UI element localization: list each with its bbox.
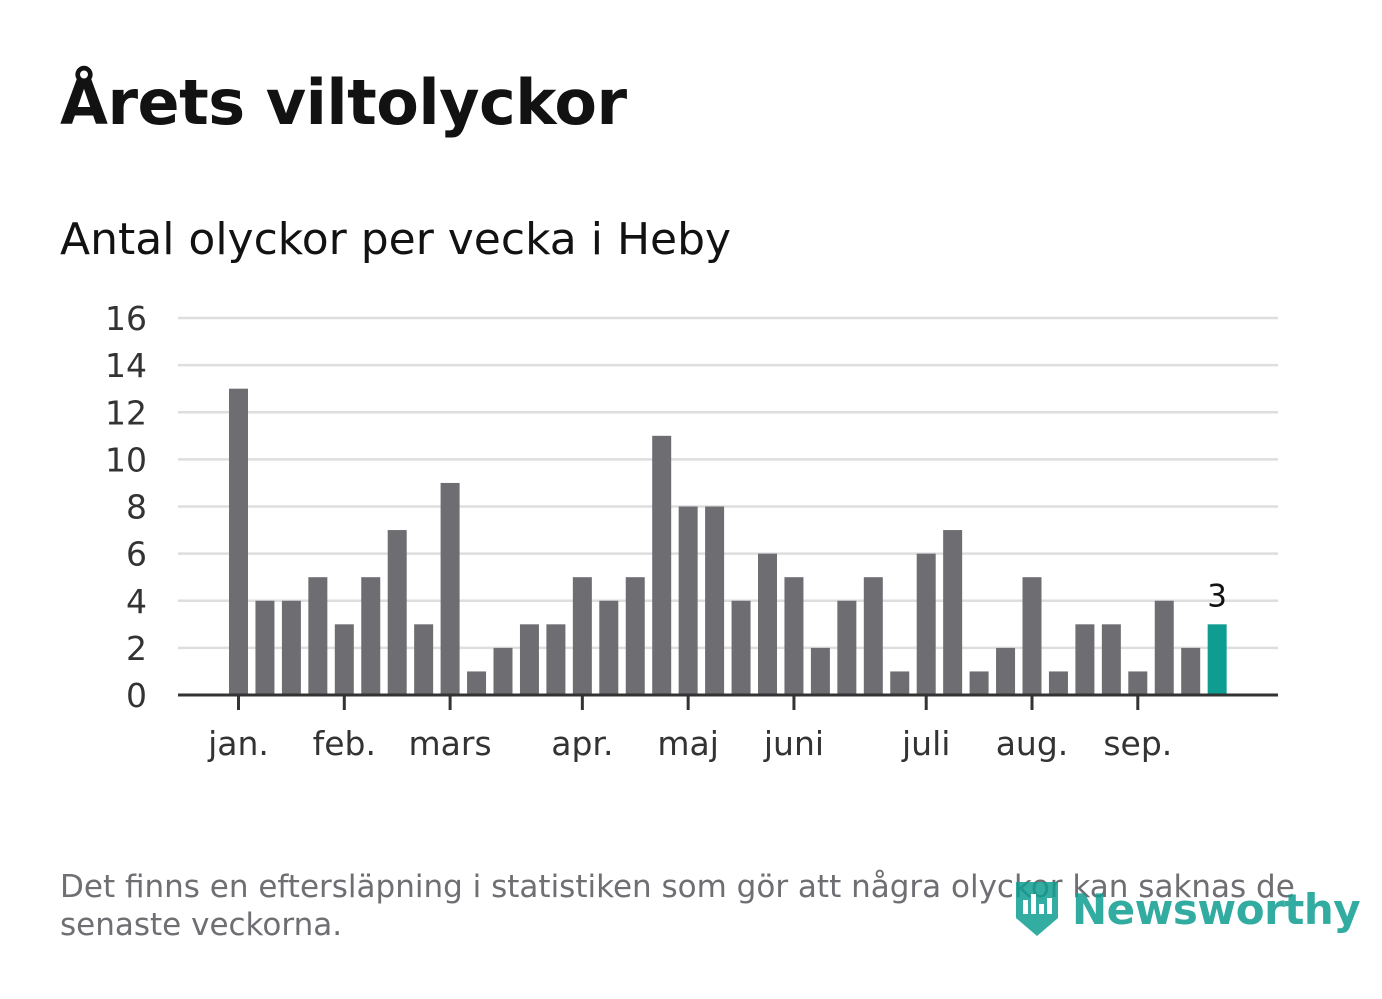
y-tick-label: 16 (105, 299, 147, 338)
bar (1181, 647, 1201, 695)
bar (758, 553, 777, 695)
x-tick-label: feb. (313, 724, 376, 763)
bar (652, 435, 672, 695)
bar (837, 600, 857, 695)
y-tick-label: 4 (126, 582, 147, 621)
bar (334, 624, 354, 695)
highlight-value-label: 3 (1207, 578, 1227, 614)
bar (546, 624, 566, 695)
bar (1154, 600, 1174, 695)
y-tick-label: 10 (105, 440, 147, 479)
bar (572, 577, 592, 695)
bar (1207, 624, 1227, 695)
x-tick-label: maj (657, 724, 719, 763)
x-tick-label: juli (901, 724, 950, 763)
bars (229, 388, 1227, 695)
x-axis-ticks: jan. feb. mars apr. maj juni juli aug. sep. (207, 695, 1172, 763)
bar (1101, 624, 1121, 695)
x-tick-label: aug. (996, 724, 1069, 763)
data-labels: 3 (1207, 578, 1227, 614)
bar (731, 600, 751, 695)
bar (996, 647, 1016, 695)
bar (810, 647, 830, 695)
x-tick-label: juni (763, 724, 824, 763)
bar (678, 506, 698, 695)
bar (625, 577, 645, 695)
bar (467, 671, 487, 695)
bar (863, 577, 883, 695)
bar (361, 577, 381, 695)
y-tick-label: 8 (126, 488, 147, 527)
bar (916, 553, 936, 695)
y-tick-label: 14 (105, 346, 147, 385)
bar (519, 624, 539, 695)
y-tick-label: 2 (126, 629, 147, 668)
grid-lines (178, 316, 1278, 650)
bar (493, 647, 513, 695)
x-tick-label: mars (409, 724, 492, 763)
bar (308, 577, 328, 695)
newsworthy-logo-icon (1016, 882, 1058, 936)
bar (229, 388, 248, 695)
bar (1048, 671, 1068, 695)
y-tick-label: 0 (126, 676, 147, 715)
bar (255, 600, 275, 695)
bar (1075, 624, 1095, 695)
bar (599, 600, 619, 695)
y-axis-ticks: 0 2 4 6 8 10 12 14 16 (105, 299, 147, 715)
footnote: Det finns en eftersläpning i statistiken… (60, 869, 1295, 943)
y-tick-label: 6 (126, 535, 147, 574)
bar (969, 671, 989, 695)
bar (890, 671, 910, 695)
bar (705, 506, 725, 695)
chart-title: Årets viltolyckor (60, 66, 627, 139)
bar (1022, 577, 1042, 695)
bar (943, 530, 963, 695)
bar (440, 482, 460, 695)
x-tick-label: apr. (551, 724, 613, 763)
bar (414, 624, 434, 695)
bar (784, 577, 804, 695)
bar (387, 530, 407, 695)
chart-subtitle: Antal olyckor per vecka i Heby (60, 214, 732, 265)
x-tick-label: jan. (207, 724, 269, 763)
bar (281, 600, 301, 695)
bar (1128, 671, 1148, 695)
x-tick-label: sep. (1103, 724, 1172, 763)
y-tick-label: 12 (105, 393, 147, 432)
newsworthy-logo-text: Newsworthy (1072, 884, 1361, 934)
newsworthy-logo: Newsworthy (1012, 878, 1361, 940)
